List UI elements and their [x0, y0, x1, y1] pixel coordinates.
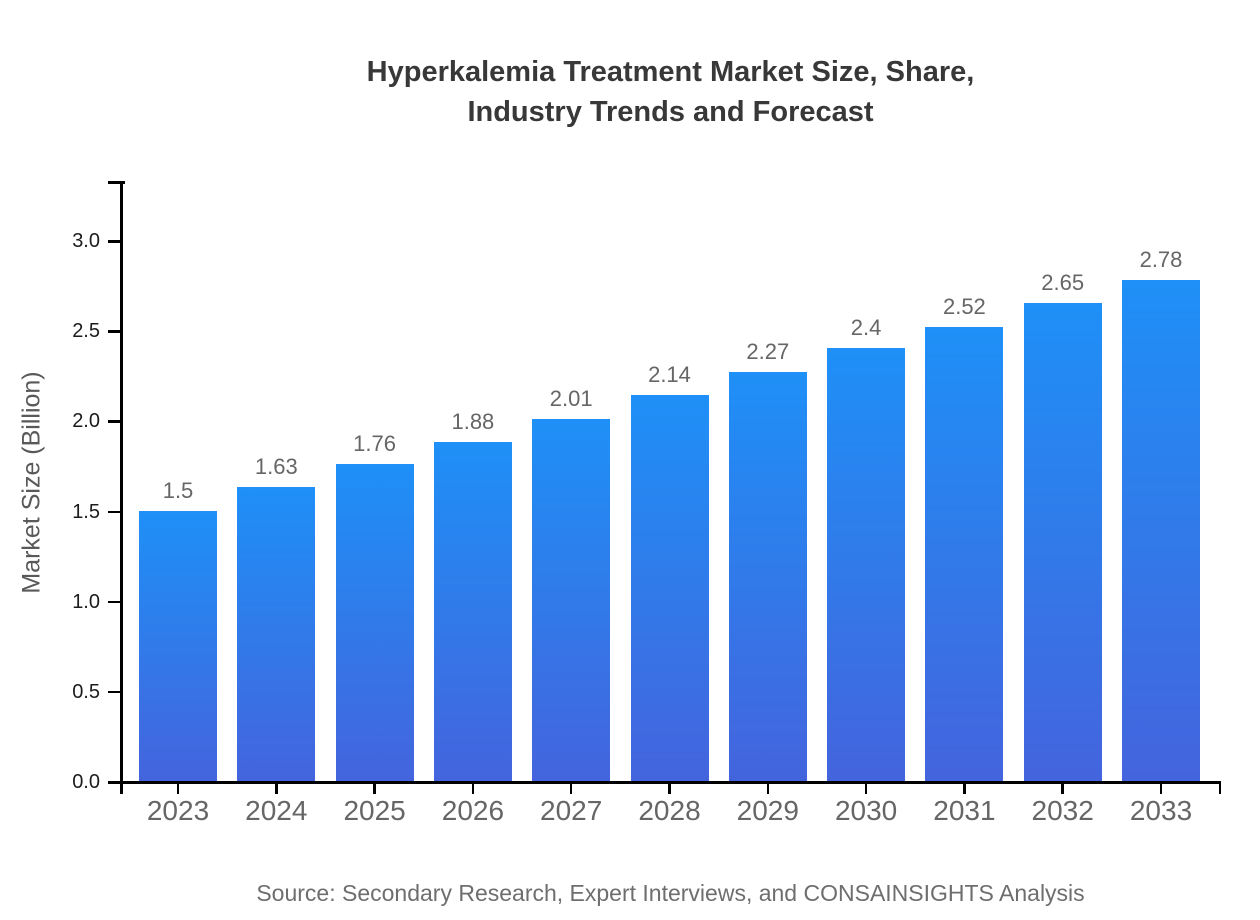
y-axis-top-cap	[108, 181, 125, 184]
x-tick-label: 2030	[834, 795, 898, 826]
bar	[925, 326, 1004, 781]
y-tick	[108, 510, 120, 514]
bar	[1122, 279, 1200, 781]
x-tick-label: 2026	[441, 795, 505, 826]
bar-value-label: 1.63	[254, 454, 298, 480]
bar	[433, 442, 512, 781]
x-axis-line	[108, 781, 1221, 784]
y-tick	[108, 420, 120, 423]
chart-title-line-2: Industry Trends and Forecast	[467, 96, 874, 128]
y-tick-label: 0.0	[72, 771, 100, 793]
bar-value-label: 2.27	[746, 338, 790, 364]
bar-value-label: 2.14	[648, 362, 691, 388]
y-tick-label: 2.5	[72, 320, 100, 343]
y-tick-label: 3.0	[72, 230, 100, 253]
x-tick	[1159, 783, 1163, 794]
y-tick-label: 1.5	[72, 500, 100, 523]
bar-value-label: 1.76	[353, 430, 397, 456]
y-tick	[108, 600, 120, 604]
x-tick	[766, 783, 770, 794]
x-axis-corner-tick	[120, 781, 123, 794]
bar	[139, 510, 217, 781]
x-tick	[176, 783, 180, 794]
y-axis-line	[120, 181, 123, 784]
x-tick-label: 2027	[540, 795, 603, 826]
bar-value-label: 2.78	[1139, 246, 1183, 272]
y-tick-label: 2.0	[72, 410, 100, 433]
x-tick-label: 2033	[1129, 795, 1193, 826]
x-tick	[668, 783, 671, 794]
x-tick-label: 2023	[146, 795, 210, 826]
bar	[532, 418, 611, 781]
x-tick	[569, 783, 573, 794]
bar	[1023, 303, 1102, 781]
x-tick	[471, 783, 475, 794]
x-tick	[275, 783, 278, 794]
y-tick	[108, 240, 120, 243]
source-attribution: Source: Secondary Research, Expert Inter…	[256, 880, 1085, 906]
x-tick	[1061, 783, 1064, 794]
x-tick-label: 2024	[245, 795, 308, 826]
bar	[728, 371, 807, 781]
bar	[237, 487, 316, 781]
bar-value-label: 2.65	[1041, 270, 1085, 296]
bar	[335, 463, 414, 781]
y-tick	[108, 690, 120, 694]
y-tick-label: 0.5	[72, 680, 100, 703]
x-tick-label: 2029	[736, 795, 799, 826]
x-axis-right-cap	[1218, 781, 1221, 794]
bar	[827, 348, 906, 781]
chart-title-line-1: Hyperkalemia Treatment Market Size, Shar…	[366, 56, 975, 88]
bar-value-label: 2.52	[942, 293, 986, 319]
bar-value-label: 1.88	[451, 409, 495, 435]
bar-value-label: 1.5	[162, 477, 194, 503]
y-tick	[108, 781, 120, 784]
x-tick-label: 2028	[638, 795, 701, 826]
x-tick-label: 2025	[343, 795, 406, 826]
bar	[630, 395, 709, 781]
bar-value-label: 2.4	[850, 315, 882, 341]
x-tick-label: 2031	[933, 795, 996, 826]
bar-value-label: 2.01	[549, 385, 593, 411]
x-tick	[963, 783, 966, 794]
x-tick	[864, 783, 868, 794]
y-tick	[108, 330, 120, 333]
chart-title: Hyperkalemia Treatment Market Size, Shar…	[120, 52, 1221, 132]
x-tick	[373, 783, 376, 794]
y-tick-label: 1.0	[72, 590, 100, 613]
x-tick-label: 2032	[1031, 795, 1094, 826]
